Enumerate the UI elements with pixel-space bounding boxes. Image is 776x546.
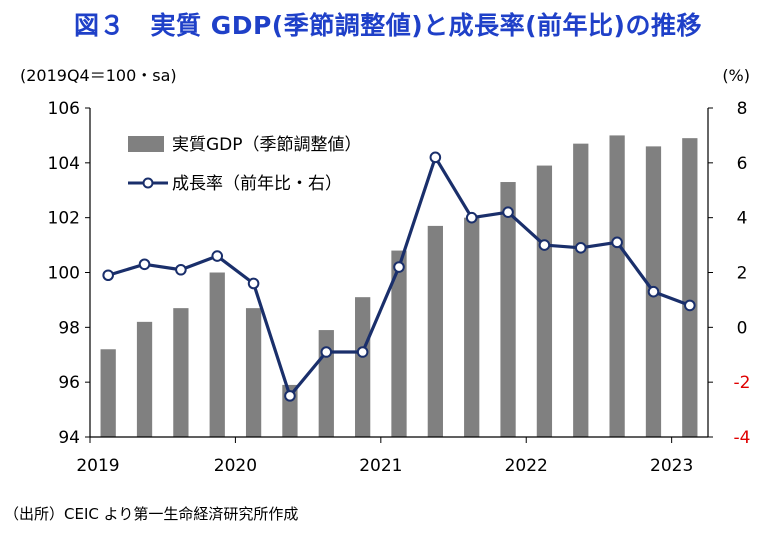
growth-point-2022Q3 <box>611 236 623 249</box>
gdp-bar-2019Q4 <box>209 272 225 437</box>
source-note: （出所）CEIC より第一生命経済研究所作成 <box>4 505 299 523</box>
right-tick-label: -4 <box>734 428 751 448</box>
growth-point-2020Q2 <box>284 390 296 402</box>
legend-bar-swatch <box>128 136 164 152</box>
gdp-bar-2022Q3 <box>609 135 625 437</box>
legend: 実質GDP（季節調整値） 成長率（前年比・右） <box>128 135 362 194</box>
growth-point-2019Q3 <box>175 263 187 276</box>
left-tick-label: 106 <box>48 99 80 119</box>
left-tick-label: 102 <box>48 209 80 229</box>
right-tick-label: 2 <box>737 264 748 284</box>
x-tick-label: 2019 <box>76 456 119 476</box>
x-tick-label: 2023 <box>650 456 693 476</box>
left-tick-label: 104 <box>48 154 80 174</box>
gdp-bar-2020Q1 <box>245 308 262 437</box>
gdp-bar-2019Q3 <box>173 308 189 437</box>
gdp-bar-2020Q3 <box>318 330 334 437</box>
growth-point-2019Q4 <box>211 250 224 262</box>
x-tick-label: 2022 <box>505 456 548 476</box>
gdp-bar-2019Q2 <box>136 321 153 437</box>
growth-point-2020Q3 <box>320 346 333 358</box>
growth-point-2020Q4 <box>356 346 369 358</box>
growth-point-2022Q4 <box>647 285 660 298</box>
gdp-bars <box>100 135 698 438</box>
growth-point-2019Q1 <box>102 269 114 282</box>
growth-line <box>102 151 696 402</box>
x-tick-label: 2021 <box>359 456 402 476</box>
gdp-bar-2021Q3 <box>464 217 480 437</box>
right-axis-label: (%) <box>722 66 750 85</box>
legend-bar-label: 実質GDP（季節調整値） <box>172 135 362 155</box>
left-tick-label: 100 <box>48 264 80 284</box>
growth-point-2023Q1 <box>684 299 696 312</box>
gdp-bar-2021Q2 <box>427 225 443 437</box>
tick-labels: 94 96 98 100 102 104 106 -4 -2 0 2 4 6 8 2019 2020 2021 2… <box>48 99 751 476</box>
left-axis-label: (2019Q4＝100・sa) <box>20 66 177 85</box>
chart-axes <box>85 107 713 443</box>
right-tick-label: 6 <box>737 154 748 174</box>
growth-point-2021Q2 <box>429 151 442 164</box>
growth-point-2021Q3 <box>465 211 478 224</box>
gdp-growth-chart: 94 96 98 100 102 104 106 -4 -2 0 2 4 6 8 2019 2020 2021 2… <box>20 66 751 476</box>
gdp-bar-2022Q1 <box>536 165 553 437</box>
right-tick-label: 0 <box>737 318 748 338</box>
gdp-bar-2021Q1 <box>391 250 407 437</box>
growth-point-2021Q1 <box>393 261 405 273</box>
gdp-bar-2021Q4 <box>500 182 516 437</box>
growth-point-2022Q2 <box>574 242 587 254</box>
right-tick-label: 8 <box>737 99 748 119</box>
x-tick-label: 2020 <box>214 456 257 476</box>
gdp-bar-2019Q1 <box>100 349 116 437</box>
growth-point-2021Q4 <box>502 206 514 218</box>
legend-line-label: 成長率（前年比・右） <box>172 174 342 194</box>
growth-point-2020Q1 <box>247 277 260 290</box>
gdp-bar-2022Q2 <box>573 143 589 437</box>
gdp-bar-2023Q1 <box>682 138 698 438</box>
gdp-bar-2020Q4 <box>355 297 371 437</box>
right-tick-label: -2 <box>734 373 751 393</box>
growth-point-2022Q1 <box>538 239 551 251</box>
right-tick-label: 4 <box>737 209 748 229</box>
growth-point-2019Q2 <box>138 258 151 271</box>
left-tick-label: 96 <box>58 373 80 393</box>
left-tick-label: 94 <box>58 428 80 448</box>
legend-line-marker <box>142 177 154 189</box>
left-tick-label: 98 <box>58 318 80 338</box>
chart-title: 図３ 実質 GDP(季節調整値)と成長率(前年比)の推移 <box>73 11 702 40</box>
